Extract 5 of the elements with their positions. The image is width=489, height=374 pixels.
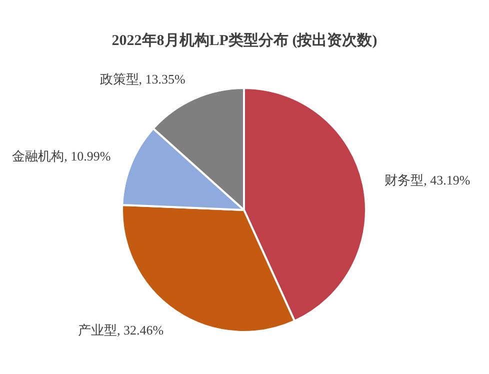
slice-label: 产业型, 32.46% <box>78 322 164 338</box>
slice-label: 财务型, 43.19% <box>384 172 470 188</box>
chart-title: 2022年8月机构LP类型分布 (按出资次数) <box>112 32 378 49</box>
slice-label: 金融机构, 10.99% <box>12 148 111 164</box>
slice-label: 政策型, 13.35% <box>100 72 186 87</box>
